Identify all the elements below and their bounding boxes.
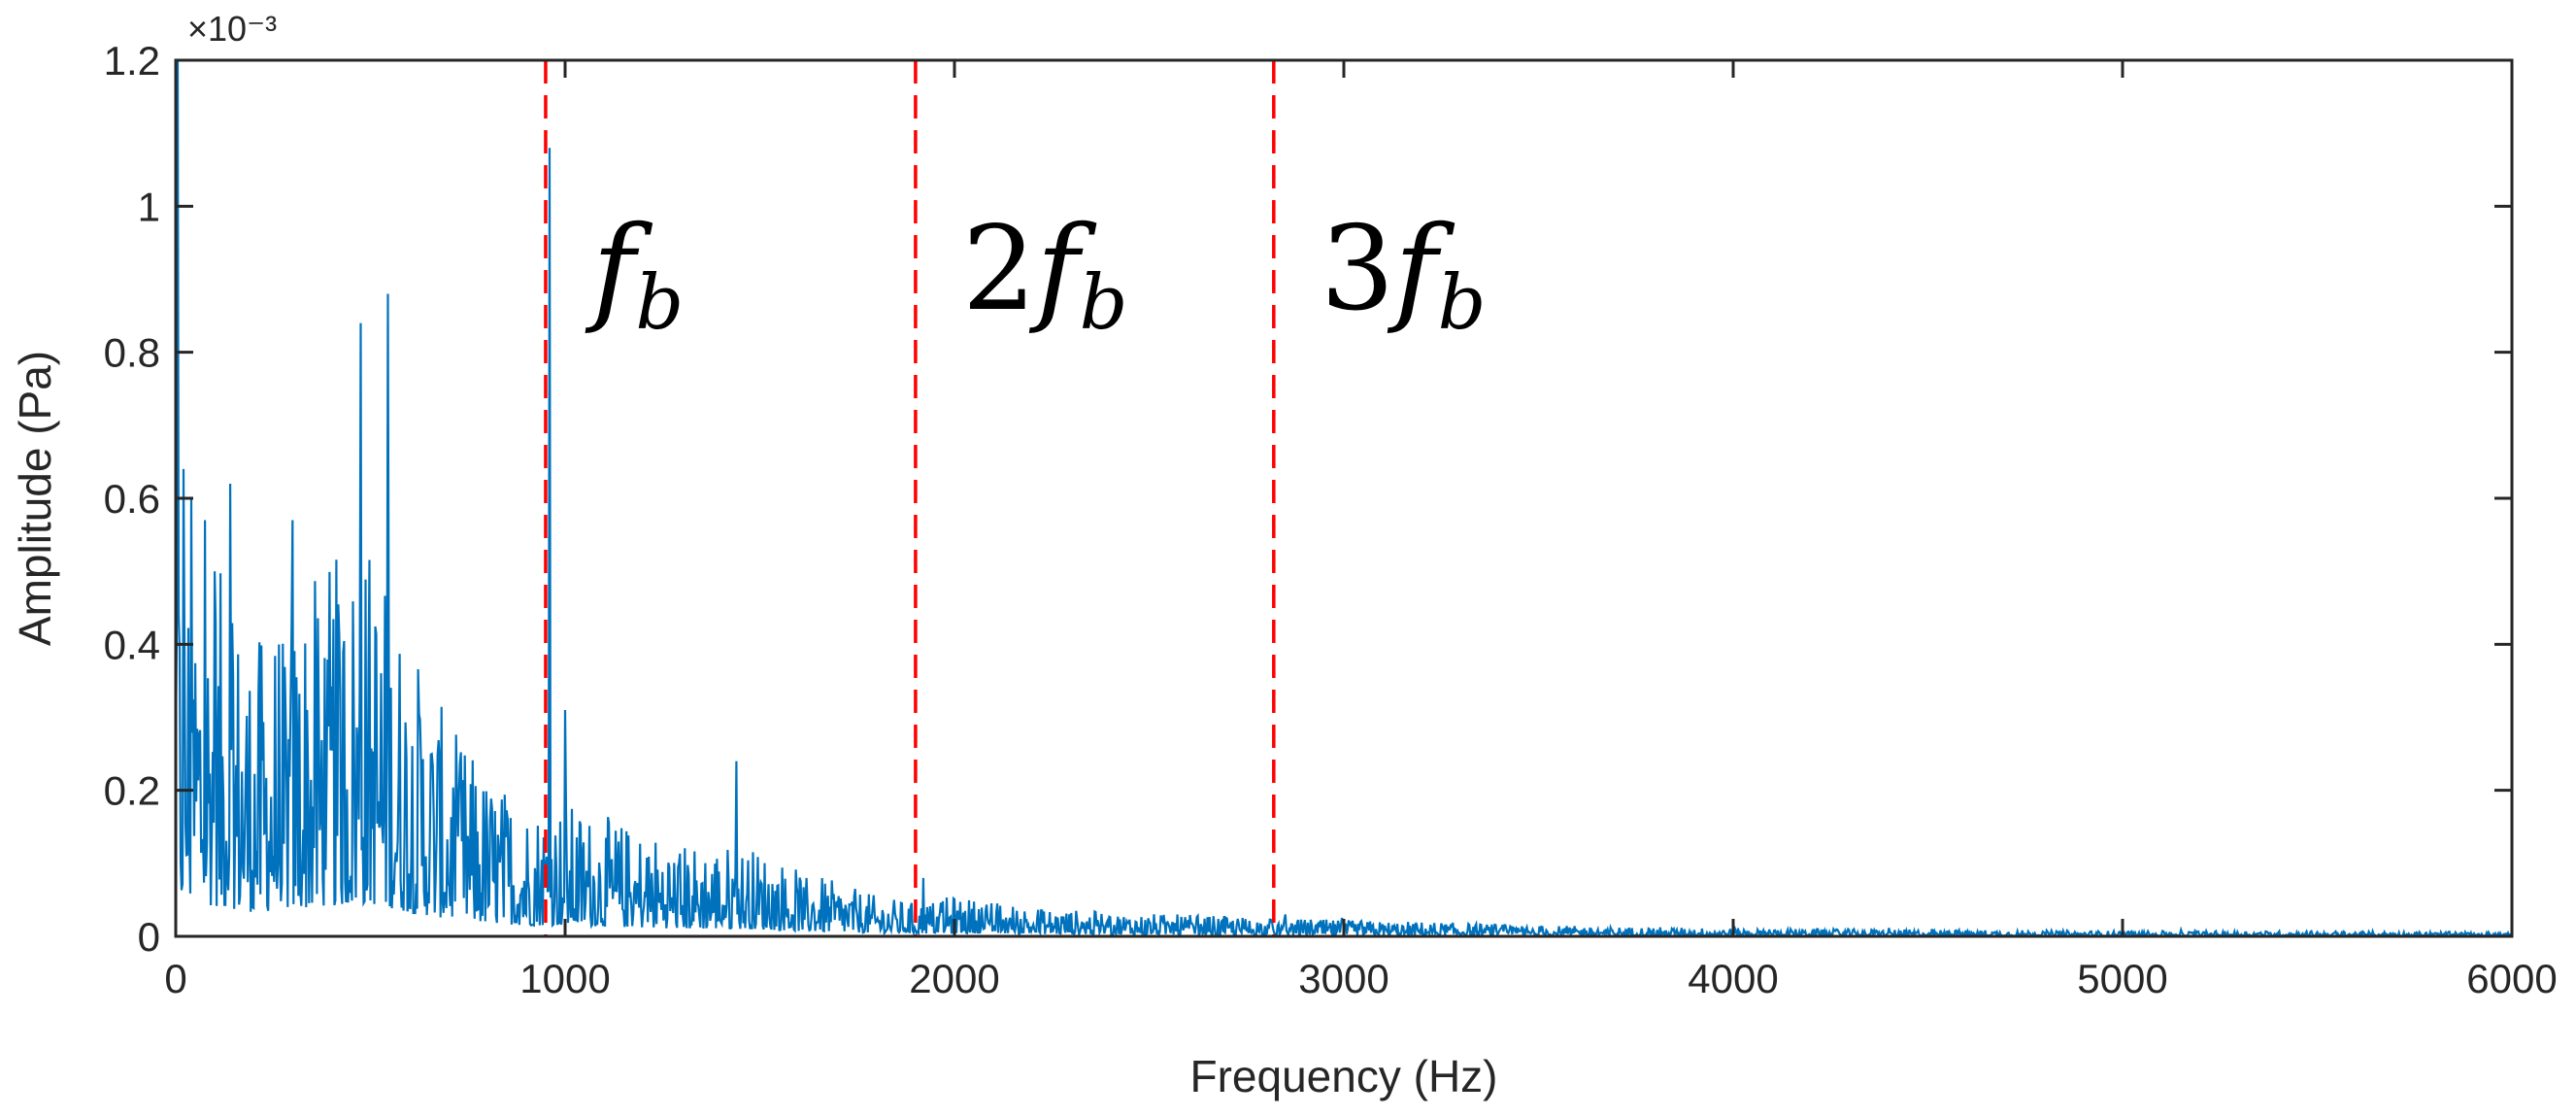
- x-tick-label: 4000: [1688, 956, 1778, 1001]
- y-tick-label: 0.8: [104, 330, 160, 376]
- spectrum-series-line: [176, 60, 2512, 936]
- harmonic-label-1: fb: [585, 202, 684, 347]
- y-axis-label: Amplitude (Pa): [10, 351, 60, 646]
- x-tick-label: 2000: [909, 956, 999, 1001]
- x-axis-ticks: 0 1000 2000 3000 4000 5000 6000: [164, 60, 2558, 1001]
- y-tick-label: 0: [138, 914, 160, 960]
- x-tick-label: 3000: [1298, 956, 1388, 1001]
- y-tick-label: 1: [138, 184, 160, 229]
- y-axis-ticks: 0 0.2 0.4 0.6 0.8 1 1.2: [104, 38, 2512, 960]
- y-tick-label: 1.2: [104, 38, 160, 84]
- y-axis-exponent: ×10⁻³: [187, 9, 277, 49]
- y-tick-label: 0.4: [104, 622, 160, 667]
- y-tick-label: 0.6: [104, 476, 160, 522]
- x-tick-label: 0: [164, 956, 186, 1001]
- harmonic-label-3: 3fb: [1321, 202, 1487, 347]
- x-tick-label: 5000: [2077, 956, 2167, 1001]
- harmonic-label-2: 2fb: [962, 202, 1128, 347]
- harmonic-markers: fb 2fb 3fb: [544, 60, 1487, 936]
- y-tick-label: 0.2: [104, 768, 160, 814]
- x-tick-label: 1000: [519, 956, 610, 1001]
- x-axis-label: Frequency (Hz): [1190, 1051, 1498, 1101]
- x-tick-label: 6000: [2466, 956, 2557, 1001]
- axes-box: [174, 58, 2514, 938]
- plot-area: [176, 60, 2512, 936]
